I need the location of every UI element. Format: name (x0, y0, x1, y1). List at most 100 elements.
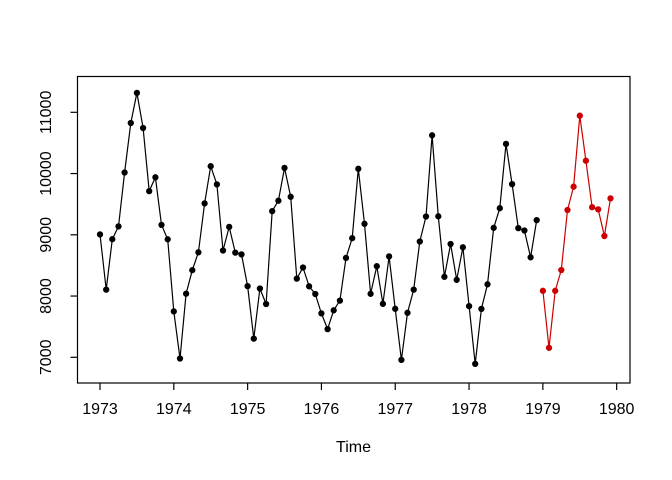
data-point-observed-monthly-1973-1978 (213, 181, 221, 188)
data-point-forecast-monthly-1979 (570, 183, 577, 190)
data-point-observed-monthly-1973-1978 (250, 335, 257, 342)
data-point-observed-monthly-1973-1978 (269, 207, 276, 215)
data-point-forecast-monthly-1979 (582, 157, 590, 164)
data-point-forecast-monthly-1979 (595, 206, 602, 213)
data-point-observed-monthly-1973-1978 (189, 267, 196, 274)
data-point-observed-monthly-1973-1978 (127, 119, 134, 127)
x-tick-label: 1980 (599, 401, 635, 418)
y-tick-label: 8000 (38, 278, 55, 314)
data-point-observed-monthly-1973-1978 (275, 197, 282, 204)
plot-content: 1973 1974 1975 1976 1977 1978 1979 1980 7000 8000… (38, 89, 635, 418)
data-point-observed-monthly-1973-1978 (472, 360, 479, 368)
data-point-observed-monthly-1973-1978 (324, 325, 331, 333)
data-point-observed-monthly-1973-1978 (355, 165, 362, 172)
data-point-observed-monthly-1973-1978 (441, 273, 448, 280)
data-point-observed-monthly-1973-1978 (490, 224, 497, 231)
data-point-observed-monthly-1973-1978 (367, 290, 374, 297)
data-point-observed-monthly-1973-1978 (262, 300, 270, 308)
data-point-observed-monthly-1973-1978 (281, 164, 288, 172)
data-point-observed-monthly-1973-1978 (342, 254, 350, 262)
y-tick-label: 7000 (38, 339, 55, 375)
data-point-observed-monthly-1973-1978 (232, 249, 239, 256)
data-point-observed-monthly-1973-1978 (453, 276, 460, 283)
data-point-observed-monthly-1973-1978 (182, 290, 190, 297)
data-point-observed-monthly-1973-1978 (330, 307, 337, 314)
data-point-observed-monthly-1973-1978 (305, 283, 313, 290)
data-point-forecast-monthly-1979 (539, 287, 547, 294)
data-point-observed-monthly-1973-1978 (195, 249, 202, 256)
data-point-observed-monthly-1973-1978 (478, 305, 485, 313)
series-line-observed-monthly-1973-1978 (99, 92, 538, 365)
data-point-observed-monthly-1973-1978 (146, 187, 153, 195)
plot-frame (76, 75, 631, 384)
data-point-forecast-monthly-1979 (588, 204, 596, 211)
x-tick-label: 1977 (377, 401, 413, 418)
data-point-observed-monthly-1973-1978 (152, 174, 159, 181)
data-point-observed-monthly-1973-1978 (422, 213, 430, 220)
y-tick-label: 9000 (38, 217, 55, 253)
data-point-observed-monthly-1973-1978 (515, 224, 522, 232)
data-point-observed-monthly-1973-1978 (496, 205, 503, 212)
data-point-observed-monthly-1973-1978 (226, 223, 233, 231)
data-point-observed-monthly-1973-1978 (416, 238, 423, 245)
x-tick-label: 1974 (156, 401, 192, 418)
data-point-observed-monthly-1973-1978 (484, 281, 491, 288)
data-point-observed-monthly-1973-1978 (109, 236, 116, 243)
data-point-observed-monthly-1973-1978 (349, 235, 356, 242)
data-point-observed-monthly-1973-1978 (392, 305, 399, 312)
data-point-observed-monthly-1973-1978 (238, 251, 245, 258)
data-point-forecast-monthly-1979 (564, 206, 571, 214)
data-point-observed-monthly-1973-1978 (287, 193, 294, 200)
data-point-forecast-monthly-1979 (558, 266, 565, 274)
data-point-observed-monthly-1973-1978 (115, 223, 122, 230)
data-point-observed-monthly-1973-1978 (219, 247, 227, 254)
data-point-observed-monthly-1973-1978 (533, 216, 540, 224)
data-point-observed-monthly-1973-1978 (201, 200, 208, 207)
data-point-observed-monthly-1973-1978 (170, 308, 177, 315)
data-point-observed-monthly-1973-1978 (398, 356, 405, 364)
y-tick-label: 11000 (38, 91, 55, 134)
data-point-observed-monthly-1973-1978 (521, 227, 528, 234)
x-tick-label: 1978 (451, 401, 487, 418)
data-point-observed-monthly-1973-1978 (447, 240, 454, 248)
data-point-forecast-monthly-1979 (545, 344, 553, 351)
data-point-observed-monthly-1973-1978 (256, 285, 264, 292)
data-point-observed-monthly-1973-1978 (336, 297, 344, 304)
data-point-observed-monthly-1973-1978 (318, 310, 325, 317)
data-point-observed-monthly-1973-1978 (164, 236, 171, 243)
x-tick-label: 1976 (304, 401, 340, 418)
data-point-observed-monthly-1973-1978 (312, 290, 319, 298)
data-point-forecast-monthly-1979 (576, 112, 583, 119)
data-point-forecast-monthly-1979 (607, 195, 614, 202)
data-point-observed-monthly-1973-1978 (158, 221, 165, 229)
data-point-observed-monthly-1973-1978 (410, 286, 417, 293)
data-point-observed-monthly-1973-1978 (299, 264, 307, 271)
data-point-observed-monthly-1973-1978 (293, 275, 300, 282)
data-point-observed-monthly-1973-1978 (244, 282, 251, 290)
data-point-observed-monthly-1973-1978 (435, 213, 442, 220)
data-point-observed-monthly-1973-1978 (385, 253, 393, 260)
data-point-observed-monthly-1973-1978 (121, 169, 128, 176)
data-point-observed-monthly-1973-1978 (465, 302, 473, 310)
data-point-observed-monthly-1973-1978 (176, 355, 184, 362)
data-point-observed-monthly-1973-1978 (502, 140, 510, 148)
x-axis-title: Time (336, 439, 371, 456)
x-tick-label: 1975 (230, 401, 266, 418)
series-line-forecast-monthly-1979 (542, 115, 612, 349)
data-point-forecast-monthly-1979 (601, 232, 608, 240)
data-point-observed-monthly-1973-1978 (404, 309, 411, 316)
x-tick-label: 1979 (525, 401, 561, 418)
data-point-observed-monthly-1973-1978 (373, 263, 380, 270)
data-point-observed-monthly-1973-1978 (428, 132, 436, 139)
data-point-observed-monthly-1973-1978 (508, 180, 516, 188)
data-point-observed-monthly-1973-1978 (527, 254, 534, 261)
x-tick-label: 1973 (82, 401, 118, 418)
data-point-observed-monthly-1973-1978 (139, 124, 147, 132)
y-tick-label: 10000 (38, 151, 55, 196)
data-point-observed-monthly-1973-1978 (207, 163, 214, 170)
data-point-observed-monthly-1973-1978 (361, 220, 368, 227)
data-point-observed-monthly-1973-1978 (96, 231, 104, 238)
data-point-observed-monthly-1973-1978 (459, 244, 467, 251)
